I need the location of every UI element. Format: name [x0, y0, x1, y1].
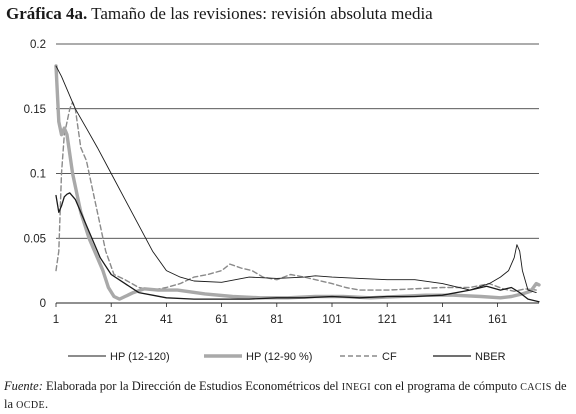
- grid-lines: [56, 43, 539, 239]
- series-line-cf: [55, 101, 537, 292]
- legend-label: CF: [382, 351, 397, 363]
- line-chart: 00.050.10.150.2 1 21 41 61 81 101 121 141 161 HP…: [24, 39, 541, 363]
- legend: HP (12-120) HP (12-90 %) CF NBER: [68, 351, 506, 363]
- source-note: Fuente: Elaborada por la Dirección de Es…: [4, 378, 574, 414]
- x-tick-label: 81: [270, 314, 283, 326]
- series-line-hp-12-90: [54, 64, 541, 301]
- x-tick-label: 21: [105, 314, 118, 326]
- figure-title: Gráfica 4a. Tamaño de las revisiones: re…: [6, 4, 433, 24]
- x-tick-label: 121: [378, 314, 397, 326]
- series-lines: [54, 64, 541, 303]
- y-tick-label: 0.2: [30, 39, 46, 51]
- legend-item: NBER: [433, 351, 506, 363]
- legend-item: HP (12-120): [68, 351, 170, 363]
- y-tick-label: 0.1: [30, 169, 46, 181]
- source-text-a: Elaborada por la Dirección de Estudios E…: [46, 379, 339, 393]
- x-tick-label: 41: [160, 314, 173, 326]
- x-tick-label: 61: [215, 314, 228, 326]
- y-tick-label: 0.15: [24, 104, 46, 116]
- x-tick-labels: 1 21 41 61 81 101 121 141 161: [53, 314, 507, 326]
- y-tick-labels: 0 0.05 0.1 0.15 0.2: [24, 39, 46, 310]
- x-tick-label: 1: [53, 314, 59, 326]
- source-org-cacis: CACIS: [520, 382, 552, 393]
- legend-item: CF: [340, 351, 397, 363]
- figure-title-text: Tamaño de las revisiones: revisión absol…: [91, 4, 433, 23]
- source-label: Fuente:: [4, 379, 43, 393]
- x-tick-label: 141: [433, 314, 452, 326]
- x-tick-label: 161: [488, 314, 507, 326]
- legend-label: NBER: [475, 351, 506, 363]
- x-tick-label: 101: [322, 314, 341, 326]
- legend-item: HP (12-90 %): [204, 351, 312, 363]
- axes: [55, 302, 539, 307]
- source-text-b: con el programa de cómputo: [374, 379, 518, 393]
- series-line-nber: [55, 192, 540, 303]
- figure-number: Gráfica 4a.: [6, 4, 88, 23]
- y-tick-label: 0.05: [24, 233, 46, 245]
- y-tick-label: 0: [40, 298, 46, 310]
- source-text-d: .: [44, 397, 49, 411]
- source-text-c: de la: [4, 379, 567, 411]
- source-org-inegi: INEGI: [341, 382, 371, 393]
- legend-label: HP (12-90 %): [246, 351, 312, 363]
- legend-label: HP (12-120): [110, 351, 170, 363]
- source-org-ocde: OCDE: [16, 400, 45, 411]
- series-line-hp-12-120: [55, 65, 537, 294]
